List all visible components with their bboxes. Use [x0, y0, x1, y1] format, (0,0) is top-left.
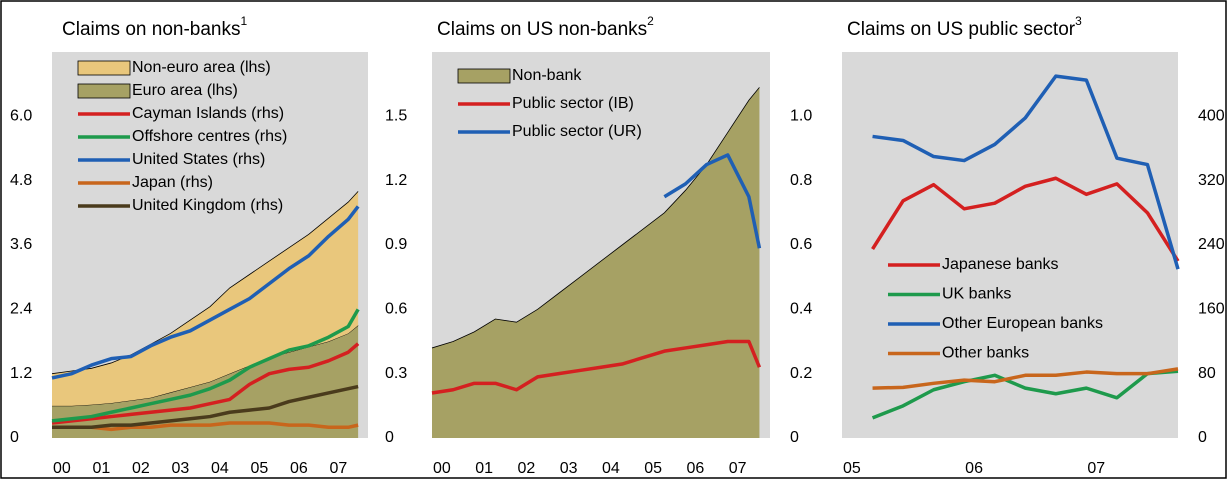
chart-title: Claims on non-banks1: [62, 14, 247, 40]
line: [51, 342, 360, 425]
title-text: Claims on US public sector: [847, 19, 1076, 40]
y-tick-label: 80: [1198, 365, 1216, 382]
title-text: Claims on non-banks: [62, 19, 240, 40]
line: [871, 369, 1179, 420]
y-tick-label: 1.2: [10, 365, 32, 382]
legend-swatch: [457, 68, 511, 84]
y-tick-label: 400: [1198, 108, 1225, 125]
legend-label: Offshore centres (rhs): [132, 128, 287, 145]
line: [872, 367, 1179, 390]
y-tick-label: 0.2: [790, 365, 812, 382]
legend-swatch: [77, 83, 131, 99]
y-tick-label: 0.8: [790, 172, 812, 189]
area-outline: [431, 87, 760, 349]
legend-swatch: [77, 60, 131, 76]
y-tick-label: 4.8: [10, 172, 32, 189]
x-tick-label: 07: [330, 460, 348, 477]
legend-label: Japan (rhs): [132, 174, 213, 191]
title-note: 2: [647, 14, 654, 28]
legend-label: Other European banks: [942, 315, 1103, 332]
x-tick-label: 03: [172, 460, 190, 477]
y2-tick-label: 0.6: [385, 301, 407, 318]
y-tick-label: 240: [1198, 236, 1225, 253]
x-tick-label: 01: [475, 460, 493, 477]
legend-label: Euro area (lhs): [132, 82, 238, 99]
chart-title: Claims on US public sector3: [847, 14, 1082, 40]
line: [663, 153, 762, 249]
x-tick-label: 04: [211, 460, 229, 477]
line: [51, 205, 360, 380]
y-tick-label: 2.4: [10, 301, 32, 318]
x-tick-label: 06: [290, 460, 308, 477]
x-tick-label: 05: [843, 460, 861, 477]
y2-tick-label: 0: [385, 429, 394, 446]
y2-tick-label: 0.9: [385, 236, 407, 253]
y-tick-label: 1.0: [790, 108, 812, 125]
y-tick-label: 320: [1198, 172, 1225, 189]
legend-label: Other banks: [942, 345, 1029, 362]
x-tick-label: 07: [1087, 460, 1105, 477]
x-tick-label: 01: [93, 460, 111, 477]
line: [52, 421, 359, 432]
line: [871, 176, 1180, 263]
y-tick-label: 0.6: [790, 236, 812, 253]
y-tick-label: 3.6: [10, 236, 32, 253]
legend-label: Cayman Islands (rhs): [132, 105, 284, 122]
x-tick-label: 06: [965, 460, 983, 477]
line: [431, 339, 762, 395]
y2-tick-label: 1.2: [385, 172, 407, 189]
x-tick-label: 04: [602, 460, 620, 477]
x-tick-label: 06: [687, 460, 705, 477]
line: [52, 384, 359, 430]
legend-label: Public sector (IB): [512, 95, 634, 112]
legend-label: Japanese banks: [942, 256, 1059, 273]
title-text: Claims on US non-banks: [437, 19, 647, 40]
line: [51, 308, 360, 423]
title-note: 3: [1075, 14, 1082, 28]
x-tick-label: 07: [729, 460, 747, 477]
x-tick-label: 05: [644, 460, 662, 477]
x-tick-label: 00: [53, 460, 71, 477]
y-tick-label: 6.0: [10, 108, 32, 125]
legend-label: Public sector (UR): [512, 123, 642, 140]
legend-label: UK banks: [942, 286, 1011, 303]
legend-label: Non-euro area (lhs): [132, 59, 271, 76]
x-tick-label: 05: [251, 460, 269, 477]
x-tick-label: 02: [518, 460, 536, 477]
title-note: 1: [240, 14, 247, 28]
y2-tick-label: 0.3: [385, 365, 407, 382]
y-tick-label: 160: [1198, 301, 1225, 318]
line: [872, 74, 1180, 270]
y-tick-label: 0.4: [790, 301, 812, 318]
x-tick-label: 00: [433, 460, 451, 477]
y-tick-label: 0: [790, 429, 799, 446]
legend-label: United Kingdom (rhs): [132, 197, 283, 214]
x-tick-label: 02: [132, 460, 150, 477]
x-tick-label: 03: [560, 460, 578, 477]
area-outline: [51, 191, 359, 375]
y-tick-label: 0: [10, 429, 19, 446]
chart-title: Claims on US non-banks2: [437, 14, 654, 40]
y2-tick-label: 1.5: [385, 108, 407, 125]
legend-label: Non-bank: [512, 67, 582, 84]
legend-label: United States (rhs): [132, 151, 265, 168]
y-tick-label: 0: [1198, 429, 1207, 446]
